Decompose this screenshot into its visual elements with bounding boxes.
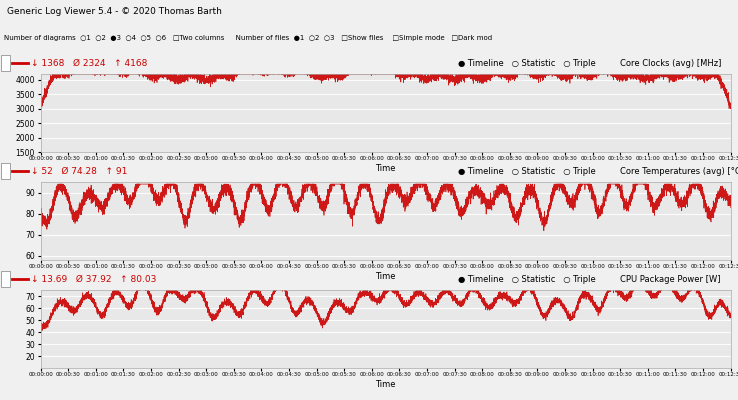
Bar xyxy=(1,163,10,179)
Text: ● Timeline   ○ Statistic   ○ Triple: ● Timeline ○ Statistic ○ Triple xyxy=(458,274,596,284)
Text: ↓ 13.69   Ø 37.92   ↑ 80.03: ↓ 13.69 Ø 37.92 ↑ 80.03 xyxy=(31,274,156,284)
Text: ● Timeline   ○ Statistic   ○ Triple: ● Timeline ○ Statistic ○ Triple xyxy=(458,166,596,176)
Text: ● Timeline   ○ Statistic   ○ Triple: ● Timeline ○ Statistic ○ Triple xyxy=(458,58,596,68)
Text: CPU Package Power [W]: CPU Package Power [W] xyxy=(620,274,720,284)
X-axis label: Time: Time xyxy=(376,380,396,389)
Text: ↓ 52   Ø 74.28   ↑ 91: ↓ 52 Ø 74.28 ↑ 91 xyxy=(31,166,128,176)
X-axis label: Time: Time xyxy=(376,272,396,281)
Bar xyxy=(1,271,10,287)
Text: Core Temperatures (avg) [°C]: Core Temperatures (avg) [°C] xyxy=(620,166,738,176)
Bar xyxy=(1,55,10,71)
X-axis label: Time: Time xyxy=(376,164,396,173)
Text: Number of diagrams  ○1  ○2  ●3  ○4  ○5  ○6   □Two columns     Number of files  ●: Number of diagrams ○1 ○2 ●3 ○4 ○5 ○6 □Tw… xyxy=(4,35,492,41)
Text: Generic Log Viewer 5.4 - © 2020 Thomas Barth: Generic Log Viewer 5.4 - © 2020 Thomas B… xyxy=(7,8,222,16)
Text: ↓ 1368   Ø 2324   ↑ 4168: ↓ 1368 Ø 2324 ↑ 4168 xyxy=(31,58,148,68)
Text: Core Clocks (avg) [MHz]: Core Clocks (avg) [MHz] xyxy=(620,58,721,68)
